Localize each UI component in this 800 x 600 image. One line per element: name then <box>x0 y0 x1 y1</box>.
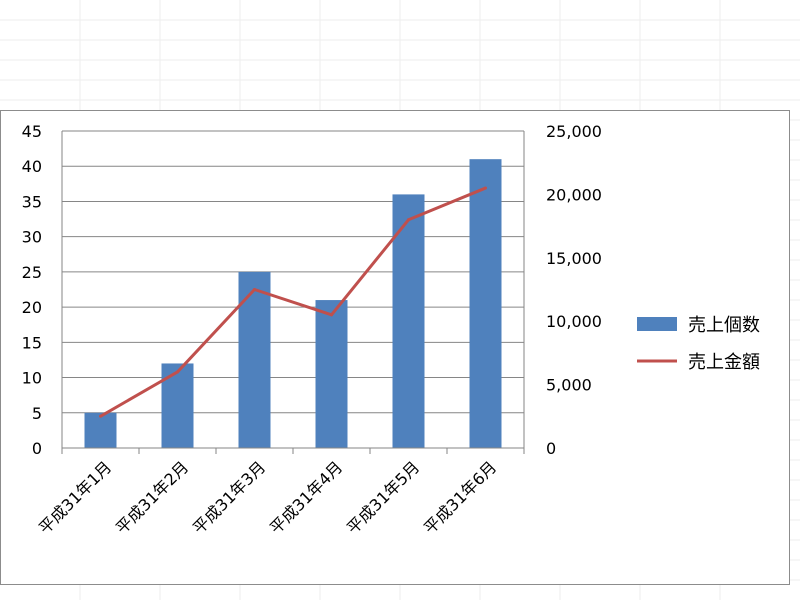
left-tick-label: 35 <box>22 192 42 211</box>
left-tick-label: 20 <box>22 298 42 317</box>
right-tick-label: 25,000 <box>546 122 602 141</box>
right-tick-label: 10,000 <box>546 312 602 331</box>
right-axis: 0 5,000 10,000 15,000 20,000 25,000 <box>523 122 602 458</box>
legend-swatch-bar <box>637 317 677 331</box>
left-tick-label: 10 <box>22 369 42 388</box>
x-category-label: 平成31年3月 <box>189 457 269 537</box>
bar <box>315 300 348 448</box>
legend-label-line: 売上金額 <box>688 352 760 373</box>
bar <box>161 363 194 448</box>
right-tick-label: 0 <box>546 439 556 458</box>
x-category-label: 平成31年2月 <box>112 457 192 537</box>
x-category-label: 平成31年4月 <box>266 457 346 537</box>
left-tick-label: 25 <box>22 263 42 282</box>
right-tick-label: 15,000 <box>546 249 602 268</box>
bar <box>469 159 502 448</box>
line-point <box>253 288 256 291</box>
horizontal-gridlines <box>62 130 524 449</box>
series-line <box>99 186 487 418</box>
line-point <box>407 218 410 222</box>
left-axis: 0 5 10 15 20 25 30 35 40 45 <box>22 122 63 458</box>
left-tick-label: 45 <box>22 122 42 141</box>
legend-label-bar: 売上個数 <box>688 315 760 336</box>
x-category-label: 平成31年1月 <box>35 457 115 537</box>
line-point <box>330 313 333 317</box>
left-tick-label: 40 <box>22 157 42 176</box>
x-category-label: 平成31年6月 <box>420 457 500 537</box>
line-point <box>176 370 179 374</box>
bar <box>392 194 425 448</box>
right-tick-label: 5,000 <box>546 376 592 395</box>
right-tick-label: 20,000 <box>546 185 602 204</box>
bar <box>84 412 117 448</box>
line-point <box>99 414 102 418</box>
left-tick-label: 0 <box>32 439 42 458</box>
left-tick-label: 30 <box>22 228 42 247</box>
line-series <box>99 186 487 418</box>
x-axis: 平成31年1月平成31年2月平成31年3月平成31年4月平成31年5月平成31年… <box>35 447 525 538</box>
bar <box>238 271 271 448</box>
left-tick-label: 5 <box>32 404 42 423</box>
line-point <box>484 186 487 190</box>
left-tick-label: 15 <box>22 333 42 352</box>
x-category-label: 平成31年5月 <box>343 457 423 537</box>
